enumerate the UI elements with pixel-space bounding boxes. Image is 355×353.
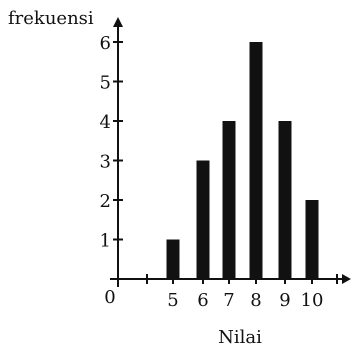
bar: [249, 42, 263, 279]
x-tick-label: 6: [197, 290, 208, 311]
y-tick-label: 5: [100, 73, 111, 94]
x-axis-label: Nilai: [218, 327, 262, 348]
y-tick-label: 6: [100, 33, 111, 54]
y-tick-label: 1: [100, 231, 111, 252]
x-tick-label: 5: [167, 290, 178, 311]
x-tick-label: 10: [301, 290, 324, 311]
y-tick-label: 4: [100, 112, 111, 133]
bar: [222, 121, 236, 279]
y-axis-label: frekuensi: [8, 8, 94, 29]
bar: [278, 121, 292, 279]
y-tick-label: 2: [100, 191, 111, 212]
y-axis-arrow: [113, 17, 123, 27]
x-tick-label: 7: [223, 290, 234, 311]
origin-label: 0: [104, 287, 115, 308]
bar: [196, 160, 210, 279]
y-tick-labels: 1 2 3 4 5 6: [100, 33, 111, 252]
bar: [305, 200, 319, 279]
x-tick-label: 9: [279, 290, 290, 311]
x-tick-labels: 5 6 7 8 9 10: [167, 290, 323, 311]
y-tick-label: 3: [100, 152, 111, 173]
x-axis-arrow: [342, 274, 351, 284]
bar: [166, 239, 180, 279]
chart-bars: [166, 42, 319, 279]
x-tick-label: 8: [250, 290, 261, 311]
